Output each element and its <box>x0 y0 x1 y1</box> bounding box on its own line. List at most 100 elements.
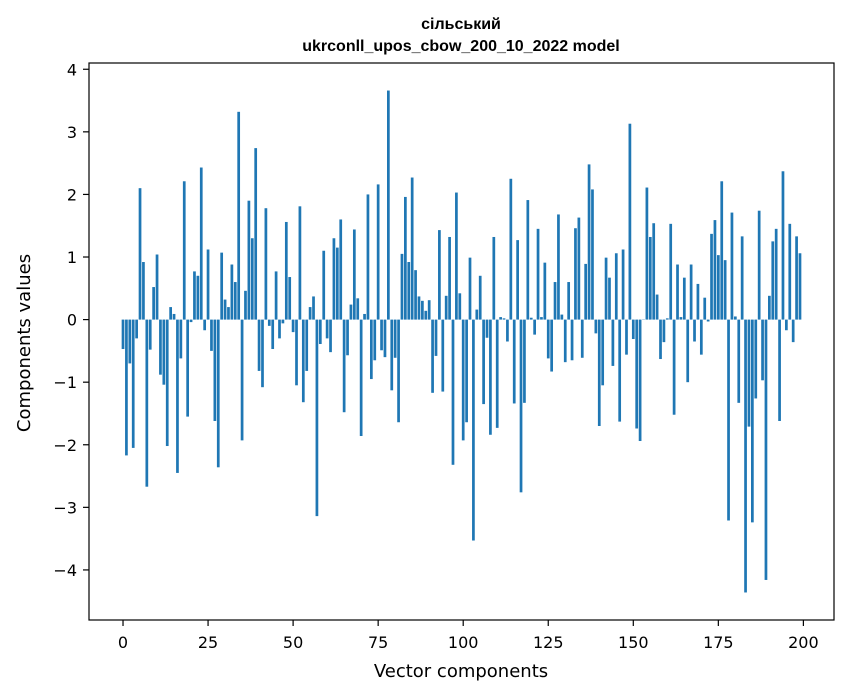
bar <box>744 319 747 593</box>
bar <box>410 177 414 320</box>
bar <box>795 236 798 320</box>
bar <box>383 319 387 358</box>
bar <box>444 295 448 320</box>
bar <box>216 319 220 468</box>
bar <box>570 319 574 361</box>
bar <box>359 319 363 437</box>
bar <box>169 307 172 320</box>
x-tick-label: 50 <box>283 633 303 652</box>
bar <box>196 275 200 320</box>
bar <box>179 319 183 359</box>
bar <box>393 319 397 358</box>
bar <box>591 189 594 320</box>
y-tick-label: 4 <box>67 60 77 79</box>
bar <box>710 233 713 320</box>
bar <box>356 298 360 320</box>
bar <box>152 287 155 320</box>
bar <box>125 319 128 456</box>
bar <box>563 319 567 363</box>
bar <box>751 319 754 523</box>
bar <box>186 319 190 417</box>
y-tick-label: 2 <box>67 185 77 204</box>
bar <box>574 228 577 320</box>
bar <box>540 317 543 320</box>
bar <box>182 181 186 320</box>
bar <box>329 319 332 353</box>
bar <box>461 319 465 441</box>
x-tick-label: 200 <box>788 633 819 652</box>
bar <box>407 262 411 320</box>
bar <box>210 319 213 351</box>
bar <box>679 317 683 320</box>
bar <box>693 319 696 342</box>
bar <box>689 264 693 320</box>
bar <box>676 264 679 320</box>
bar <box>237 111 241 320</box>
bar <box>281 319 285 324</box>
bar <box>638 319 642 442</box>
x-tick-label: 125 <box>533 633 564 652</box>
bar <box>631 319 635 339</box>
bar <box>142 262 145 320</box>
bar <box>339 219 343 320</box>
bar <box>380 319 383 351</box>
bar <box>227 307 230 320</box>
bar <box>291 319 295 333</box>
bar <box>706 319 710 322</box>
bar <box>400 253 404 320</box>
bar <box>308 307 312 320</box>
bar <box>659 319 662 360</box>
bar <box>543 262 547 320</box>
bar <box>648 236 652 320</box>
bar <box>621 249 625 320</box>
bar <box>560 314 564 320</box>
bar <box>135 319 138 339</box>
bar <box>189 319 193 323</box>
bar <box>635 319 639 429</box>
y-tick-label: −1 <box>53 373 77 392</box>
bar <box>482 319 485 405</box>
bar <box>771 241 775 320</box>
bar <box>655 294 659 320</box>
x-tick-label: 175 <box>703 633 734 652</box>
y-tick-label: −3 <box>53 498 77 517</box>
bar <box>499 317 502 320</box>
bar <box>387 90 390 320</box>
bar <box>295 319 298 386</box>
bar <box>703 297 707 320</box>
bar <box>716 255 720 320</box>
bar <box>332 238 336 320</box>
bar <box>376 184 380 320</box>
bar <box>244 290 247 320</box>
bar <box>781 171 785 320</box>
bars-group <box>121 90 802 593</box>
bar <box>509 178 513 320</box>
bar <box>723 260 727 320</box>
bar <box>230 264 234 320</box>
bar <box>495 319 499 428</box>
bar <box>172 313 176 320</box>
bar <box>662 319 666 343</box>
bar <box>138 188 142 320</box>
bar <box>441 319 445 392</box>
bar <box>584 263 588 320</box>
bar <box>580 319 584 358</box>
bar <box>577 217 581 320</box>
bar <box>713 220 717 320</box>
y-axis-ticks: −4 −3 −2 −1 0 1 2 3 4 <box>53 60 89 580</box>
bar <box>730 212 734 320</box>
bar <box>553 282 557 320</box>
bar <box>652 223 656 320</box>
bar <box>608 277 611 320</box>
bar <box>165 319 169 447</box>
bar <box>155 254 159 320</box>
bar <box>254 148 258 320</box>
y-axis-label: Components values <box>14 254 35 432</box>
bar <box>475 309 479 320</box>
bar <box>305 319 309 371</box>
bar <box>761 319 764 381</box>
bar <box>373 319 377 361</box>
bar <box>757 210 761 320</box>
bar <box>352 229 356 320</box>
bar <box>557 214 560 320</box>
